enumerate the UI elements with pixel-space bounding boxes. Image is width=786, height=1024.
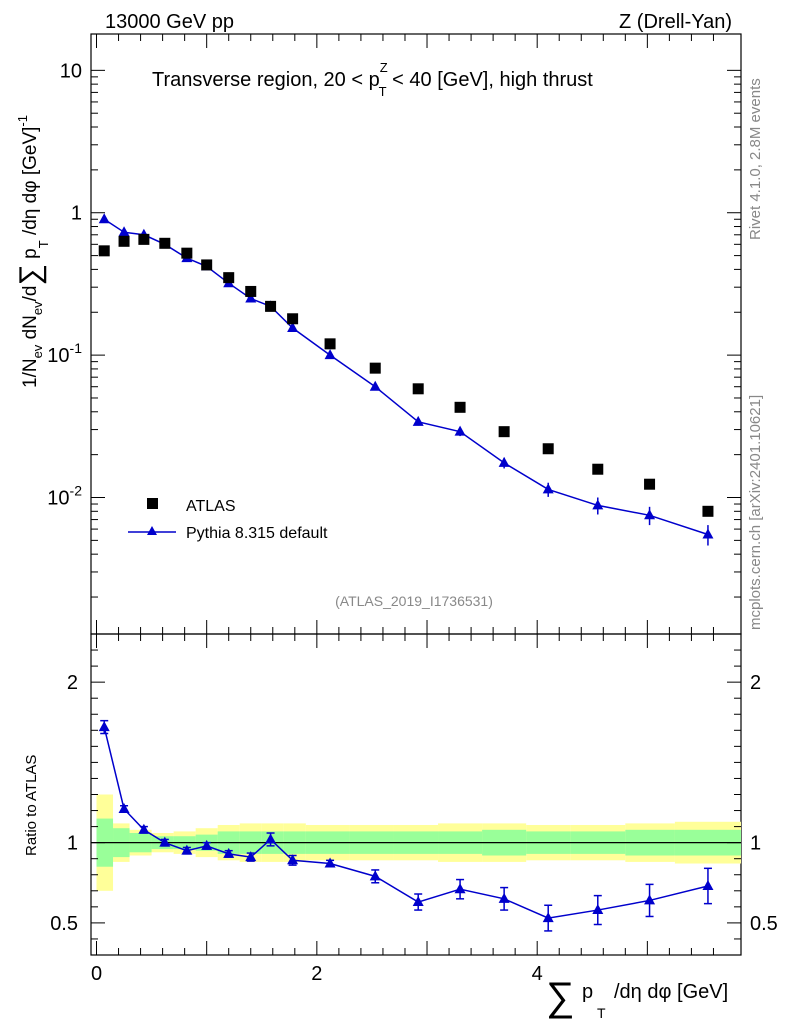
ratio-frame	[90, 633, 742, 956]
mcplots-label: mcplots.cern.ch [arXiv:2401.10621]	[747, 395, 764, 630]
legend: ATLAS Pythia 8.315 default	[128, 498, 328, 542]
ratio-line	[103, 726, 709, 919]
ratio-y-tick-label: 2	[67, 672, 78, 694]
atlas-point	[201, 259, 213, 271]
rivet-label: Rivet 4.1.0, 2.8M events	[747, 78, 764, 240]
pythia-point	[287, 322, 299, 333]
legend-pythia-marker	[147, 526, 157, 535]
ratio-point	[118, 802, 130, 813]
pythia-point	[592, 499, 604, 510]
atlas-point	[324, 338, 336, 350]
atlas-point	[498, 426, 510, 438]
ratio-y-tick-label: 1	[67, 833, 78, 855]
pythia-point	[98, 213, 110, 224]
pythia-point	[118, 226, 130, 237]
ratio-bands	[91, 794, 741, 891]
legend-pythia-label: Pythia 8.315 default	[186, 525, 328, 542]
atlas-point	[138, 233, 150, 245]
atlas-point	[369, 362, 381, 374]
ratio-point	[592, 904, 604, 915]
ratio-y-tick-label: 0.5	[50, 913, 78, 935]
atlas-point	[454, 401, 466, 413]
atlas-point	[287, 313, 299, 325]
x-tick-label: 2	[311, 963, 322, 985]
pythia-point	[245, 292, 257, 303]
xlabel: ∑ p T /dη dφ [GeV]	[546, 975, 728, 1021]
ratio-point	[223, 847, 235, 858]
atlas-point	[118, 235, 130, 247]
atlas-point	[98, 245, 110, 257]
atlas-point	[223, 272, 235, 284]
ratio-point	[454, 883, 466, 894]
pythia-point	[498, 456, 510, 467]
x-tick-label: 4	[532, 963, 543, 985]
plot-title: Transverse region, 20 < pZ T < 40 [GeV], …	[152, 60, 593, 99]
atlas-point	[412, 383, 424, 395]
main-frame	[90, 33, 742, 635]
process-label: Z (Drell-Yan)	[619, 11, 732, 33]
x-tick-label: 0	[91, 963, 102, 985]
atlas-point	[159, 237, 171, 249]
ratio-point	[245, 851, 257, 862]
y-tick-label: 10	[60, 60, 82, 82]
pythia-point	[542, 483, 554, 494]
atlas-point	[181, 247, 193, 259]
axis-ticks: 0 2 4 10 1 10-1 10-2 2 2 1 1 0.5 0.5	[47, 34, 778, 985]
pythia-point	[454, 425, 466, 436]
main-series	[98, 213, 714, 546]
energy-label: 13000 GeV pp	[105, 11, 234, 33]
legend-atlas-label: ATLAS	[186, 498, 236, 515]
ratio-point	[138, 823, 150, 834]
ratio-point	[181, 844, 193, 855]
ratio-point	[542, 912, 554, 923]
ratio-y-tick-label-right: 1	[750, 833, 761, 855]
pythia-line	[103, 218, 709, 536]
ratio-point	[98, 721, 110, 732]
legend-atlas-marker	[147, 498, 158, 509]
atlas-point	[542, 443, 554, 455]
atlas-point	[702, 505, 714, 517]
pythia-point	[702, 528, 714, 539]
svg-text:p: p	[582, 981, 593, 1003]
ratio-point	[369, 870, 381, 881]
atlas-point	[592, 463, 604, 475]
ratio-series	[98, 719, 714, 932]
atlas-point	[644, 478, 656, 490]
svg-text:∑: ∑	[546, 975, 575, 1019]
main-ylabel: 1/Nev dNev/d∑ pT /dη dφ [GeV]-1	[14, 115, 51, 388]
pythia-point	[369, 380, 381, 391]
y-tick-label: 10-1	[47, 340, 82, 367]
atlas-point	[265, 300, 277, 312]
analysis-id: (ATLAS_2019_I1736531)	[335, 593, 493, 609]
ratio-y-tick-label-right: 0.5	[750, 913, 778, 935]
ratio-point	[702, 879, 714, 890]
ratio-point	[324, 857, 336, 868]
ratio-point	[644, 894, 656, 905]
atlas-point	[245, 285, 257, 297]
ratio-point	[159, 836, 171, 847]
ratio-y-tick-label-right: 2	[750, 672, 761, 694]
svg-text:T: T	[597, 1005, 606, 1021]
y-tick-label: 10-2	[47, 483, 82, 510]
ratio-point	[498, 892, 510, 903]
ratio-ylabel: Ratio to ATLAS	[23, 755, 40, 856]
svg-text:/dη dφ [GeV]: /dη dφ [GeV]	[614, 981, 728, 1003]
ratio-point	[201, 839, 213, 850]
pythia-point	[412, 415, 424, 426]
ratio-point	[265, 833, 277, 844]
svg-text:1/Nev dNev/d∑ pT /dη dφ [GeV]: 1/Nev dNev/d∑ pT /dη dφ [GeV]-1	[14, 115, 51, 388]
pythia-point	[324, 349, 336, 360]
pythia-point	[644, 509, 656, 520]
ratio-point	[287, 854, 299, 865]
ratio-point	[412, 896, 424, 907]
y-tick-label: 1	[71, 203, 82, 225]
